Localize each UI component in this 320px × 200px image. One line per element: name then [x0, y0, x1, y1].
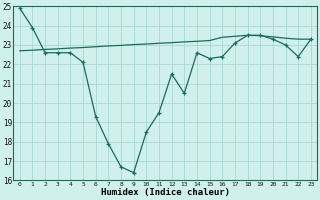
X-axis label: Humidex (Indice chaleur): Humidex (Indice chaleur)	[101, 188, 230, 197]
